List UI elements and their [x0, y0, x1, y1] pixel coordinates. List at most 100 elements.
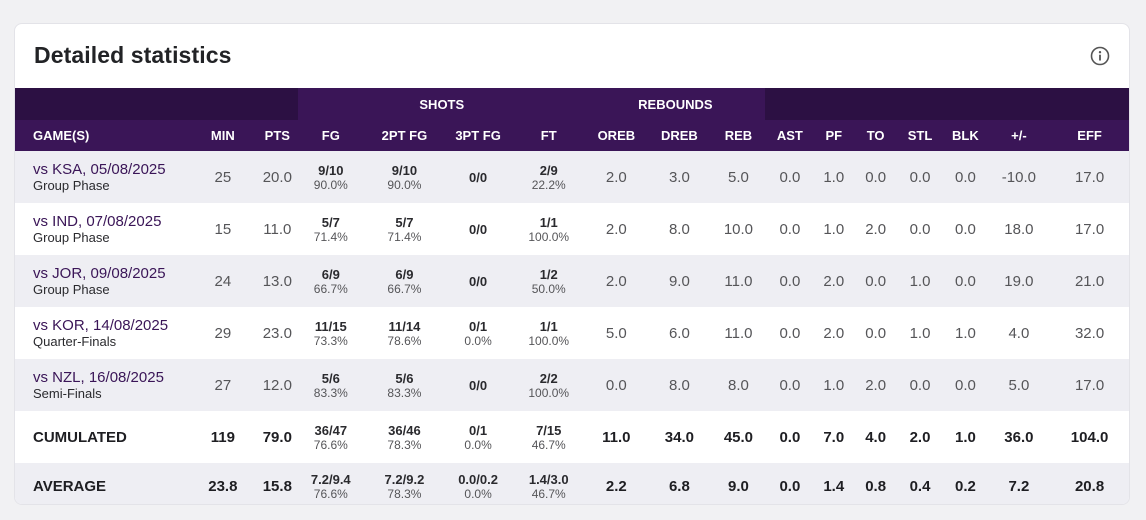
cell-pm: 5.0 [989, 359, 1049, 411]
cell-pm: -10.0 [989, 151, 1049, 203]
cell-pm: 18.0 [1004, 220, 1034, 238]
fg2-percentage: 83.3% [387, 385, 422, 400]
cell-stl: 0.0 [898, 359, 942, 411]
cell-stl: 1.0 [898, 255, 942, 307]
ft-percentage: 100.0% [528, 385, 570, 400]
cell-stl: 1.0 [909, 324, 931, 342]
ft-percentage: 100.0% [528, 333, 570, 348]
cell-dreb: 3.0 [646, 151, 713, 203]
cell-to: 0.0 [865, 324, 887, 342]
ft-percentage: 50.0% [531, 281, 566, 296]
cell-pts: 13.0 [257, 255, 298, 307]
fg2-made-attempted: 5/6 [395, 370, 414, 386]
cell-dreb: 9.0 [646, 255, 713, 307]
cell-pf: 2.0 [815, 255, 853, 307]
cell-pm: 4.0 [1008, 324, 1030, 342]
fg3-made-attempted: 0.0/0.2 [458, 471, 498, 487]
fg-made-attempted: 11/15 [314, 318, 347, 334]
col-eff: EFF [1048, 120, 1129, 151]
cell-eff: 104.0 [1070, 428, 1109, 446]
cell-pf: 1.0 [815, 359, 853, 411]
col-3pt-fg: 3PT FG [444, 120, 512, 151]
fg2-made-attempted: 9/10 [391, 162, 418, 178]
fg3-made-attempted: 0/0 [469, 273, 488, 289]
cell-reb: 5.0 [712, 151, 765, 203]
cell-to: 2.0 [865, 220, 887, 238]
cell-game: vs KOR, 14/08/2025 Quarter-Finals [15, 307, 189, 359]
statistics-table: SHOTS REBOUNDS GAME(S) MIN PTS FG 2PT FG… [15, 88, 1129, 504]
col-blk: BLK [941, 120, 990, 151]
col-reb: REB [712, 120, 765, 151]
game-link[interactable]: vs IND, 07/08/2025 [33, 213, 162, 230]
cell-pf: 1.0 [823, 220, 845, 238]
ft-percentage: 22.2% [531, 177, 566, 192]
group-shots: SHOTS [297, 88, 587, 120]
info-icon[interactable] [1090, 46, 1110, 66]
table-row: vs JOR, 09/08/2025 Group Phase 24 13.0 6/9 66… [15, 255, 1129, 307]
cell-blk: 0.0 [941, 359, 990, 411]
col-ft: FT [511, 120, 587, 151]
cell-to: 4.0 [865, 428, 887, 446]
cell-dreb: 6.0 [668, 324, 690, 342]
cell-game: vs KSA, 05/08/2025 Group Phase [15, 151, 189, 203]
cell-fg3: 0/0 [445, 203, 512, 255]
cell-ast: 0.0 [764, 255, 816, 307]
fg-percentage: 83.3% [313, 385, 348, 400]
cell-ft: 1.4/3.0 46.7% [511, 463, 587, 504]
cell-fg3: 0.0/0.2 0.0% [444, 463, 512, 504]
cell-fg: 36/47 76.6% [298, 411, 365, 463]
fg3-made-attempted: 0/0 [469, 221, 488, 237]
fg2-percentage: 90.0% [387, 177, 422, 192]
cell-reb: 9.0 [712, 463, 765, 504]
cell-oreb: 5.0 [605, 324, 627, 342]
fg2-percentage: 78.3% [387, 437, 422, 452]
detailed-statistics-card: Detailed statistics SHOTS REBOUNDS GAME(… [14, 23, 1130, 505]
col-plus-minus: +/- [989, 120, 1049, 151]
cell-dreb: 8.0 [668, 220, 690, 238]
game-phase: Group Phase [33, 282, 110, 297]
col-stl: STL [898, 120, 942, 151]
cell-ft: 1/1 100.0% [511, 203, 586, 255]
cell-pm: 19.0 [989, 255, 1049, 307]
cell-ft: 2/2 100.0% [511, 359, 587, 411]
cell-eff: 17.0 [1074, 220, 1105, 238]
fg-percentage: 90.0% [313, 177, 348, 192]
game-link[interactable]: vs KOR, 14/08/2025 [33, 317, 169, 334]
fg-made-attempted: 9/10 [318, 162, 344, 178]
cell-min: 23.8 [188, 463, 258, 504]
cell-ft: 1/2 50.0% [511, 255, 587, 307]
table-row: vs KSA, 05/08/2025 Group Phase 25 20.0 9/10 9… [15, 151, 1129, 203]
col-fg: FG [297, 120, 365, 151]
cell-pm: 36.0 [1004, 428, 1034, 446]
game-phase: Group Phase [33, 230, 110, 245]
group-rebounds: REBOUNDS [586, 88, 765, 120]
game-phase: Group Phase [33, 178, 110, 193]
cell-fg: 5/6 83.3% [297, 359, 365, 411]
cell-min: 15 [214, 220, 232, 238]
fg-made-attempted: 36/47 [314, 422, 348, 438]
cell-stl: 0.0 [909, 220, 931, 238]
cell-blk: 0.0 [941, 151, 990, 203]
game-link[interactable]: vs KSA, 05/08/2025 [33, 161, 166, 178]
cell-fg3: 0/0 [444, 359, 512, 411]
cell-blk: 0.0 [954, 220, 976, 238]
column-header-row: GAME(S) MIN PTS FG 2PT FG 3PT FG FT OREB… [15, 120, 1129, 151]
cell-pf: 2.0 [823, 324, 845, 342]
table-row: vs KOR, 14/08/2025 Quarter-Finals 29 23.0 11… [15, 307, 1129, 359]
cumulated-row: CUMULATED 119 79.0 36/47 76.6% 36/46 78.3% 0/1 0… [15, 411, 1129, 463]
cell-pf: 1.0 [815, 151, 853, 203]
col-pf: PF [815, 120, 853, 151]
cell-ast: 0.0 [764, 151, 816, 203]
cell-fg2: 9/10 90.0% [364, 151, 445, 203]
game-link[interactable]: vs JOR, 09/08/2025 [33, 265, 166, 282]
cell-pts: 12.0 [257, 359, 298, 411]
game-link[interactable]: vs NZL, 16/08/2025 [33, 369, 164, 386]
cell-fg3: 0/0 [444, 255, 512, 307]
average-row: AVERAGE 23.8 15.8 7.2/9.4 76.6% 7.2/9.2 78.3% 0… [15, 463, 1129, 504]
cell-to: 0.0 [852, 151, 899, 203]
col-oreb: OREB [586, 120, 647, 151]
col-min: MIN [188, 120, 258, 151]
cell-fg: 7.2/9.4 76.6% [297, 463, 365, 504]
cell-to: 2.0 [852, 359, 899, 411]
fg3-made-attempted: 0/1 [469, 422, 488, 438]
